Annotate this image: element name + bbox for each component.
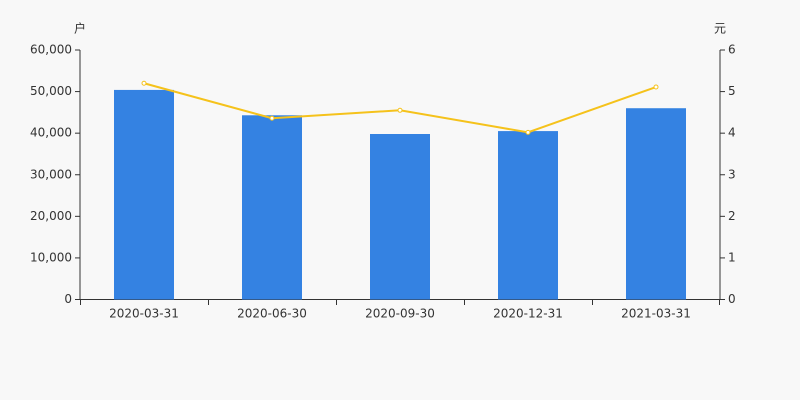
y-tick-label: 60,000 <box>30 43 72 57</box>
x-tick-label: 2020-12-31 <box>493 307 563 321</box>
bar <box>498 131 558 300</box>
y-tick-label: 50,000 <box>30 84 72 98</box>
x-tick-marks <box>80 300 720 305</box>
y2-axis-title: 元 <box>714 22 726 36</box>
line-point <box>397 107 403 113</box>
y-tick-label: 10,000 <box>30 250 72 264</box>
bar <box>242 115 302 300</box>
y2-tick-label: 6 <box>728 43 736 57</box>
y-tick-label: 20,000 <box>30 209 72 223</box>
y2-tick-label: 2 <box>728 209 736 223</box>
x-tick-label: 2020-03-31 <box>109 307 179 321</box>
bar <box>370 133 430 300</box>
line-point <box>653 84 659 90</box>
line-point <box>141 80 147 86</box>
y2-tick-label: 3 <box>728 167 736 181</box>
y-tick-label: 40,000 <box>30 126 72 140</box>
bar <box>626 108 686 300</box>
y-axis-title: 户 <box>74 21 86 36</box>
y2-tick-label: 4 <box>728 126 736 140</box>
y-tick-label: 30,000 <box>30 167 72 181</box>
y2-tick-label: 5 <box>728 84 736 98</box>
x-tick-label: 2021-03-31 <box>621 307 691 321</box>
y2-tick-label: 1 <box>728 250 736 264</box>
x-tick-label: 2020-06-30 <box>237 307 307 321</box>
x-tick-label: 2020-09-30 <box>365 307 435 321</box>
bar <box>114 89 174 300</box>
line-point <box>525 129 531 135</box>
line-point <box>269 115 275 121</box>
y2-tick-label: 0 <box>728 292 736 306</box>
y-tick-label: 0 <box>64 292 72 306</box>
